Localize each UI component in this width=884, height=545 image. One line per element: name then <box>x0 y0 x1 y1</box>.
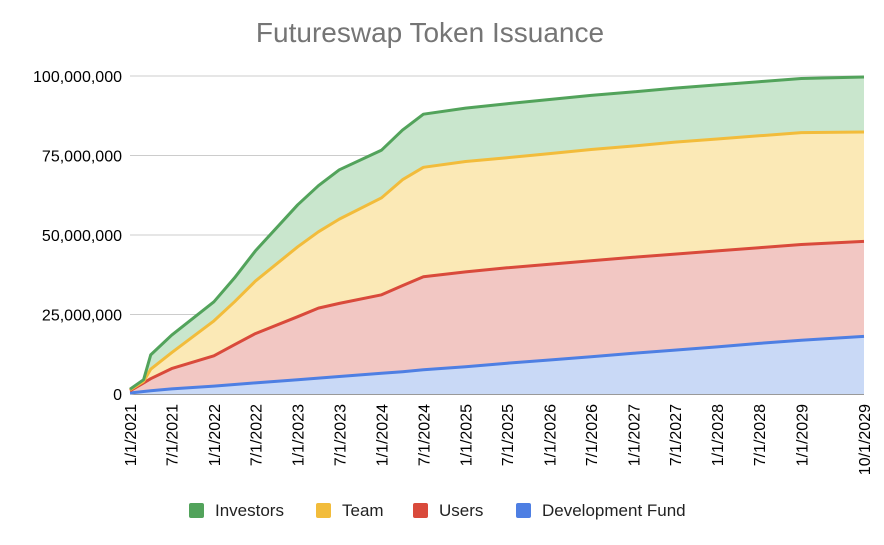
y-tick-label: 0 <box>113 387 122 404</box>
y-tick-label: 75,000,000 <box>42 149 122 166</box>
x-tick-label: 7/1/2024 <box>416 404 433 466</box>
line-development-fund <box>129 334 865 395</box>
legend-swatch-development-fund <box>516 503 531 518</box>
area-investors <box>130 77 864 390</box>
area-users <box>130 241 864 393</box>
x-tick-label: 1/1/2029 <box>794 404 811 466</box>
x-tick-label: 10/1/2029 <box>857 404 874 475</box>
x-tick-label: 7/1/2021 <box>165 404 182 466</box>
x-tick-label: 1/1/2025 <box>459 404 476 466</box>
y-tick-label: 50,000,000 <box>42 228 122 245</box>
legend-swatch-users <box>413 503 428 518</box>
y-tick-label: 100,000,000 <box>33 69 122 86</box>
x-tick-label: 7/1/2027 <box>668 404 685 466</box>
y-tick-label: 25,000,000 <box>42 308 122 325</box>
line-users <box>129 239 865 393</box>
area-team <box>130 132 864 391</box>
x-tick-label: 7/1/2028 <box>752 404 769 466</box>
x-tick-label: 7/1/2026 <box>584 404 601 466</box>
x-tick-label: 1/1/2026 <box>542 404 559 466</box>
x-tick-label: 7/1/2022 <box>248 404 265 466</box>
x-tick-label: 1/1/2028 <box>710 404 727 466</box>
x-tick-label: 1/1/2022 <box>207 404 224 466</box>
legend-swatch-investors <box>189 503 204 518</box>
x-tick-label: 1/1/2027 <box>626 404 643 466</box>
chart-title: Futureswap Token Issuance <box>256 17 604 48</box>
x-tick-label: 1/1/2024 <box>375 404 392 466</box>
legend-label-team: Team <box>342 501 384 520</box>
line-investors <box>129 75 865 391</box>
legend-label-users: Users <box>439 501 483 520</box>
series-lines <box>129 75 865 395</box>
line-team <box>129 130 865 392</box>
x-tick-label: 1/1/2023 <box>291 404 308 466</box>
legend-swatch-team <box>316 503 331 518</box>
x-tick-label: 1/1/2021 <box>123 404 140 466</box>
x-tick-label: 7/1/2025 <box>500 404 517 466</box>
y-axis-ticks: 0 25,000,000 50,000,000 75,000,000 100,000,0… <box>33 69 122 404</box>
x-axis-ticks: 1/1/2021 7/1/2021 1/1/2022 7/1/2022 1/1/2023… <box>123 404 874 475</box>
legend-label-development-fund: Development Fund <box>542 501 686 520</box>
legend: Investors Team Users Development Fund <box>189 501 686 520</box>
legend-label-investors: Investors <box>215 501 284 520</box>
x-tick-label: 7/1/2023 <box>332 404 349 466</box>
